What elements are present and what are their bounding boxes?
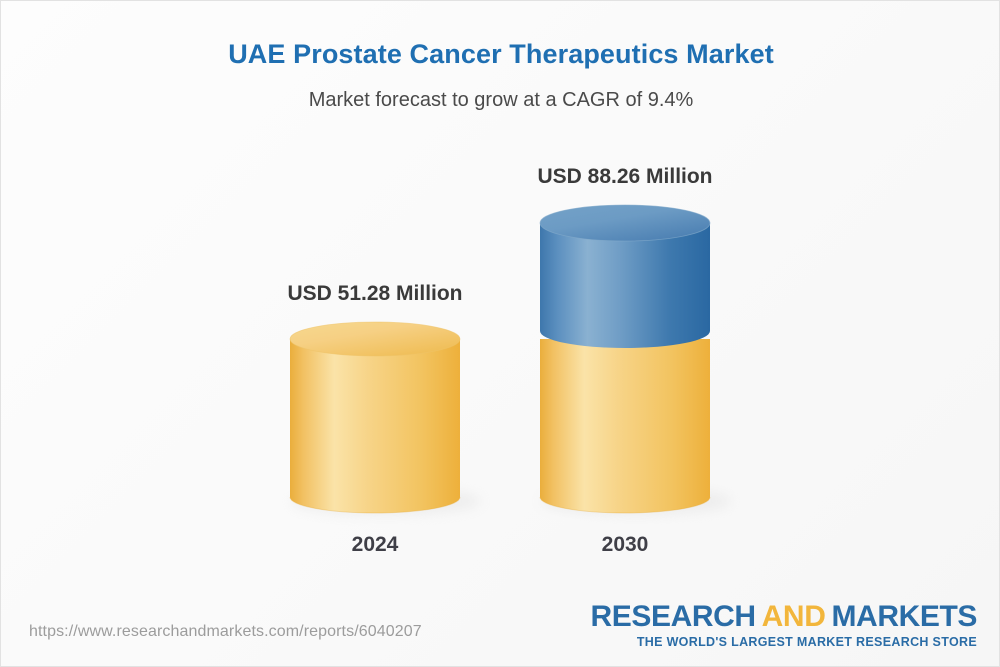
bar-2024[interactable] — [289, 321, 481, 515]
bar-2030-growth-segment — [540, 223, 710, 348]
logo-word-research: RESEARCH — [590, 600, 757, 633]
cylinder-bars-svg — [289, 204, 731, 515]
bar-2024-bottom-rim — [289, 496, 461, 514]
logo-wordmark: RESEARCH AND MARKETS — [590, 600, 978, 633]
value-label-2024: USD 51.28 Million — [287, 282, 463, 305]
chart-subtitle: Market forecast to grow at a CAGR of 9.4… — [308, 89, 694, 111]
logo-tagline: THE WORLD'S LARGEST MARKET RESEARCH STOR… — [636, 634, 977, 649]
bar-2030-base-segment — [540, 339, 710, 513]
bar-2030[interactable] — [539, 204, 731, 515]
value-label-2030: USD 88.26 Million — [537, 165, 713, 188]
category-label-2024: 2024 — [351, 533, 399, 556]
bar-2024-top-rim — [289, 321, 461, 357]
bar-2024-top-ellipse — [290, 322, 460, 356]
bar-2030-top-rim — [539, 204, 711, 242]
page-title: UAE Prostate Cancer Therapeutics Market — [228, 39, 774, 69]
bar-2024-body — [290, 339, 460, 513]
category-label-2030: 2030 — [601, 533, 649, 556]
research-and-markets-logo[interactable]: RESEARCH AND MARKETS THE WORLD'S LARGEST M… — [590, 600, 978, 649]
bar-2030-bottom-rim — [539, 496, 711, 514]
chart-plot-area: USD 51.28 Million USD 88.26 Million 2024… — [1, 1, 999, 601]
report-url[interactable]: https://www.researchandmarkets.com/repor… — [29, 623, 422, 640]
logo-word-markets: MARKETS — [831, 600, 977, 633]
bar-2030-top-ellipse — [540, 205, 710, 241]
logo-word-and: AND — [761, 600, 826, 633]
